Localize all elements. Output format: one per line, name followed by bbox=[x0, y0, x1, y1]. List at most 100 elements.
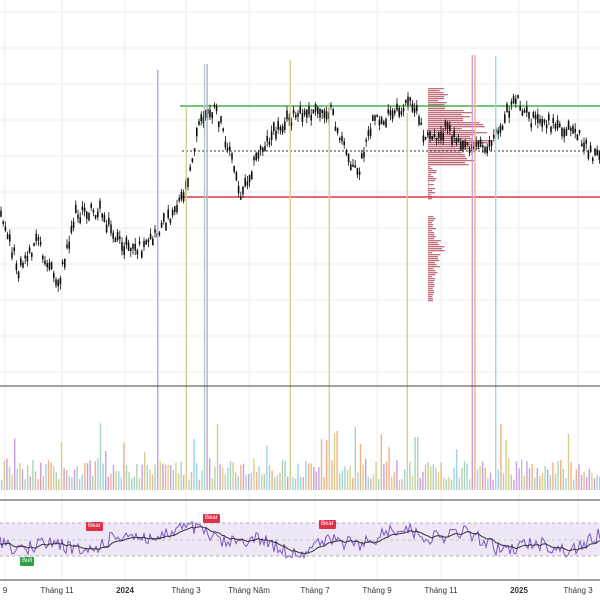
candle-body bbox=[198, 121, 200, 125]
volume-profile-bar bbox=[428, 172, 437, 174]
candle-body bbox=[92, 210, 95, 213]
volume-bar bbox=[120, 477, 122, 490]
volume-bar bbox=[128, 472, 130, 490]
volume-bar bbox=[567, 433, 570, 490]
volume-profile-bar bbox=[428, 108, 445, 110]
candle-body bbox=[589, 145, 592, 152]
candle-body bbox=[13, 247, 15, 252]
volume-bar bbox=[521, 459, 523, 490]
candle-body bbox=[460, 141, 462, 151]
volume-bar bbox=[495, 56, 497, 490]
candle-body bbox=[570, 127, 572, 131]
candle-body bbox=[314, 103, 317, 112]
volume-profile-bar bbox=[428, 284, 435, 286]
volume-bar bbox=[536, 468, 538, 490]
candle-body bbox=[367, 130, 370, 137]
volume-profile-bar bbox=[428, 248, 442, 250]
candle-body bbox=[396, 103, 398, 111]
candle-body bbox=[277, 120, 279, 130]
volume-bar bbox=[476, 469, 479, 490]
volume-bar bbox=[414, 437, 416, 490]
candle-body bbox=[420, 122, 422, 125]
volume-profile-bar bbox=[428, 104, 445, 106]
volume-profile-bar bbox=[428, 270, 436, 272]
candle-body bbox=[473, 146, 475, 149]
volume-profile-bar bbox=[428, 112, 473, 114]
volume-bar bbox=[479, 465, 481, 490]
candle-body bbox=[565, 128, 568, 136]
volume-bar bbox=[575, 469, 577, 490]
volume-bar bbox=[99, 423, 102, 490]
candle-body bbox=[343, 141, 345, 146]
volume-bar bbox=[365, 458, 367, 490]
candle-body bbox=[347, 154, 350, 163]
candle-body bbox=[398, 107, 400, 117]
xaxis-label-2025: 2025 bbox=[510, 586, 528, 595]
candle-body bbox=[26, 255, 29, 262]
volume-bar bbox=[580, 474, 583, 490]
volume-profile-bar bbox=[428, 264, 437, 266]
volume-bar bbox=[27, 465, 29, 490]
candle-body bbox=[581, 143, 583, 147]
volume-bar bbox=[170, 465, 172, 490]
candle-body bbox=[15, 263, 18, 271]
volume-bar bbox=[222, 467, 224, 490]
candle-body bbox=[512, 96, 515, 104]
candle-body bbox=[521, 110, 524, 116]
candle-body bbox=[422, 135, 425, 143]
volume-profile-bar bbox=[428, 190, 432, 192]
volume-bar bbox=[541, 472, 544, 490]
candle-body bbox=[187, 178, 189, 187]
candle-body bbox=[312, 109, 315, 114]
volume-bar bbox=[432, 464, 434, 490]
candle-body bbox=[35, 233, 37, 242]
volume-bar bbox=[440, 462, 442, 490]
candle-body bbox=[284, 121, 286, 130]
candle-body bbox=[556, 119, 559, 129]
candle-body bbox=[288, 117, 290, 121]
candle-body bbox=[444, 121, 447, 127]
volume-bar bbox=[237, 476, 239, 490]
candle-body bbox=[400, 111, 403, 115]
volume-profile-bar bbox=[428, 244, 440, 246]
candle-body bbox=[57, 280, 59, 287]
volume-bar bbox=[411, 475, 414, 490]
volume-bar bbox=[53, 465, 55, 490]
volume-profile-bar bbox=[428, 266, 440, 268]
candle-body bbox=[365, 139, 367, 142]
volume-bar bbox=[391, 477, 393, 490]
candle-body bbox=[213, 104, 216, 107]
volume-bar bbox=[3, 460, 5, 490]
volume-profile-bar bbox=[428, 102, 447, 104]
candle-body bbox=[262, 147, 264, 152]
volume-profile-bar bbox=[428, 272, 438, 274]
volume-bar bbox=[289, 60, 291, 490]
candle-body bbox=[99, 200, 101, 209]
volume-profile-bar bbox=[428, 232, 435, 234]
candle-body bbox=[50, 261, 53, 270]
candle-body bbox=[158, 232, 161, 235]
candle-body bbox=[169, 218, 172, 223]
volume-bar bbox=[453, 467, 455, 490]
volume-bar bbox=[227, 467, 229, 490]
candle-body bbox=[182, 192, 185, 202]
volume-profile-bar bbox=[428, 276, 433, 278]
volume-bar bbox=[339, 473, 341, 490]
candle-body bbox=[303, 110, 306, 115]
volume-bar bbox=[500, 424, 502, 490]
volume-bar bbox=[383, 464, 385, 490]
volume-bar bbox=[583, 471, 585, 490]
volume-bar bbox=[323, 476, 325, 490]
volume-profile-bar bbox=[428, 194, 431, 196]
volume-bar bbox=[21, 469, 24, 490]
volume-bar bbox=[344, 466, 346, 490]
candle-body bbox=[22, 262, 24, 268]
volume-profile-bar bbox=[428, 90, 440, 92]
volume-bar bbox=[419, 477, 421, 490]
candle-body bbox=[218, 121, 220, 128]
candle-body bbox=[334, 126, 337, 131]
candle-body bbox=[207, 108, 209, 114]
candle-body bbox=[416, 104, 418, 112]
volume-profile-bar bbox=[428, 242, 438, 244]
